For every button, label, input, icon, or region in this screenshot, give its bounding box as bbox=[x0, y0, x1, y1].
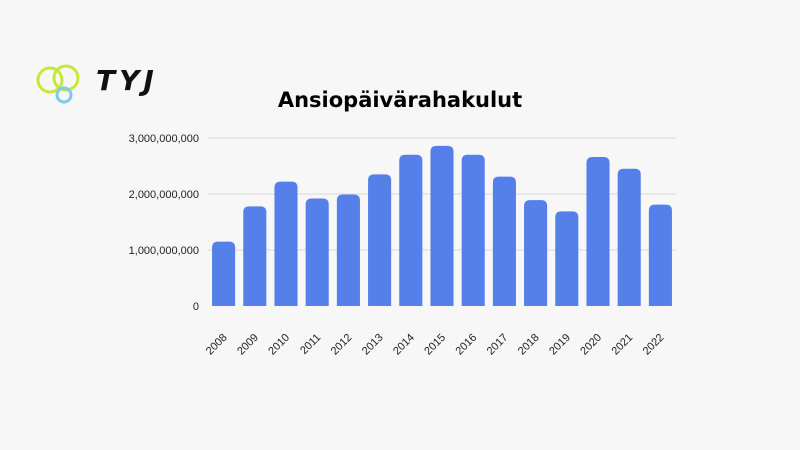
x-tick-label: 2020 bbox=[578, 332, 604, 358]
y-tick-label: 0 bbox=[193, 301, 199, 313]
bar-2015 bbox=[430, 145, 454, 306]
x-tick-label: 2016 bbox=[454, 332, 480, 358]
bar-2008 bbox=[212, 241, 236, 306]
bar-2020 bbox=[586, 157, 610, 306]
x-tick-label: 2014 bbox=[391, 332, 417, 358]
x-tick-label: 2015 bbox=[422, 332, 448, 358]
x-tick-label: 2021 bbox=[610, 332, 636, 358]
bar-2016 bbox=[461, 154, 485, 306]
bar-2012 bbox=[336, 194, 360, 306]
y-tick-label: 3,000,000,000 bbox=[129, 133, 199, 145]
bar-2014 bbox=[399, 154, 423, 306]
x-tick-label: 2008 bbox=[204, 332, 230, 358]
bar-2011 bbox=[305, 198, 329, 306]
bar-2013 bbox=[368, 174, 392, 306]
chart-title: Ansiopäivärahakulut bbox=[277, 88, 523, 112]
bar-2017 bbox=[492, 176, 516, 306]
x-tick-label: 2013 bbox=[360, 332, 386, 358]
bar-2018 bbox=[524, 200, 548, 306]
logo: TYJ bbox=[36, 62, 158, 104]
x-tick-label: 2018 bbox=[516, 332, 542, 358]
x-tick-label: 2019 bbox=[547, 332, 573, 358]
logo-text: TYJ bbox=[96, 63, 158, 97]
y-axis: 0 1,000,000,000 2,000,000,000 3,000,000,000 bbox=[129, 133, 199, 313]
x-tick-label: 2012 bbox=[329, 332, 355, 358]
x-tick-label: 2010 bbox=[266, 332, 292, 358]
bar-2021 bbox=[617, 168, 641, 306]
bar-2010 bbox=[274, 181, 298, 306]
x-axis: 2008 2009 2010 2011 2012 2013 2014 2015 2016 2017… bbox=[204, 332, 667, 358]
y-tick-label: 1,000,000,000 bbox=[129, 245, 199, 257]
bar-2009 bbox=[243, 206, 267, 306]
x-tick-label: 2011 bbox=[298, 332, 323, 357]
x-tick-label: 2017 bbox=[485, 332, 511, 358]
x-tick-label: 2009 bbox=[235, 332, 261, 358]
x-tick-label: 2022 bbox=[641, 332, 667, 358]
bar-2019 bbox=[555, 211, 579, 306]
bars bbox=[212, 145, 672, 306]
bar-2022 bbox=[648, 204, 672, 306]
three-overlapping-rings-icon bbox=[36, 64, 80, 104]
y-tick-label: 2,000,000,000 bbox=[129, 189, 199, 201]
